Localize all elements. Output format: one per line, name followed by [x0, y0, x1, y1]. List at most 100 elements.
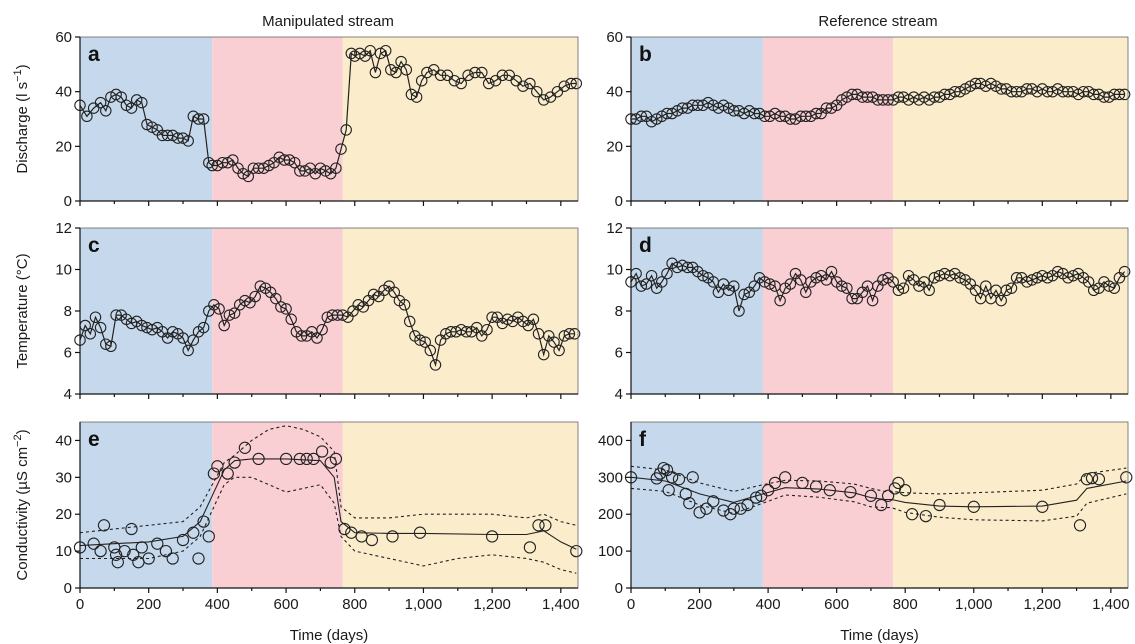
data-point — [1005, 282, 1018, 294]
data-point — [87, 537, 100, 550]
data-point — [481, 323, 493, 336]
data-point — [385, 64, 397, 76]
data-point — [728, 105, 740, 117]
data-point — [125, 522, 138, 536]
data-point — [990, 80, 1002, 92]
data-point — [398, 299, 411, 311]
data-point — [1000, 284, 1013, 297]
data-point — [109, 548, 123, 561]
y-tick-label: 40 — [55, 432, 72, 449]
data-point — [796, 476, 809, 490]
data-point — [666, 107, 678, 120]
y-tick-label: 40 — [606, 84, 623, 101]
data-point — [176, 533, 190, 547]
data-point — [257, 162, 270, 174]
y-tick-label: 0 — [615, 193, 623, 210]
data-point — [995, 294, 1007, 307]
data-point — [523, 541, 537, 554]
data-point — [273, 151, 285, 164]
period-band-during — [762, 228, 894, 394]
data-point — [330, 162, 342, 174]
x-tick-label: 400 — [205, 596, 230, 613]
data-point — [851, 88, 863, 101]
data-point — [657, 461, 670, 475]
data-point — [565, 77, 577, 90]
data-point — [779, 471, 792, 484]
data-point — [81, 110, 93, 123]
data-point — [784, 278, 797, 290]
data-point — [336, 309, 349, 321]
data-point — [307, 452, 320, 466]
y-tick-label: 30 — [55, 469, 72, 486]
period-band-after — [893, 228, 1128, 394]
y-tick-label: 0 — [64, 193, 72, 210]
period-band-before — [80, 422, 213, 588]
data-point — [1113, 88, 1126, 101]
data-point — [784, 113, 797, 125]
data-point — [221, 467, 234, 480]
data-point — [570, 77, 583, 90]
data-point — [166, 552, 179, 565]
y-tick-label: 6 — [615, 345, 623, 362]
data-point — [846, 88, 858, 101]
data-point — [340, 124, 352, 136]
data-point — [692, 99, 704, 112]
data-point — [283, 154, 296, 166]
x-tick-label: 1,200 — [473, 596, 511, 613]
data-point — [135, 541, 148, 554]
x-tick-label: 1,400 — [1092, 596, 1130, 613]
data-point — [933, 498, 946, 512]
data-point — [455, 77, 467, 90]
y-tick-label: 10 — [55, 543, 72, 560]
data-point — [897, 282, 910, 294]
data-point — [823, 484, 836, 497]
data-point — [531, 85, 543, 98]
data-point — [748, 280, 761, 292]
panel-letter: c — [88, 234, 100, 257]
data-point — [87, 102, 100, 114]
data-point — [94, 321, 107, 334]
panel-letter: d — [639, 234, 652, 257]
data-point — [288, 156, 301, 169]
data-point — [421, 66, 433, 79]
data-point — [413, 526, 427, 539]
data-point — [197, 321, 210, 334]
data-point — [197, 113, 210, 125]
data-point — [223, 309, 236, 321]
data-point — [1010, 85, 1023, 98]
data-point — [300, 452, 313, 466]
data-point — [415, 74, 428, 87]
data-point — [964, 80, 977, 92]
y-tick-label: 40 — [55, 84, 72, 101]
data-point — [460, 326, 473, 338]
data-point — [532, 519, 545, 532]
data-point — [485, 530, 499, 543]
x-tick-label: 200 — [136, 596, 161, 613]
y-axis-title-text: Temperature (°C) — [14, 253, 31, 368]
data-point — [166, 129, 179, 142]
data-point — [563, 328, 576, 340]
data-point — [645, 269, 658, 282]
y-tick-label: 4 — [615, 386, 623, 403]
data-point — [94, 544, 107, 558]
data-point — [820, 102, 833, 114]
data-point — [203, 156, 215, 169]
data-point — [810, 107, 822, 120]
data-point — [635, 110, 648, 123]
data-point — [892, 284, 905, 297]
data-point — [354, 47, 366, 60]
y-tick-label: 10 — [606, 262, 623, 279]
y-tick-label: 12 — [55, 220, 72, 237]
period-band-after — [342, 37, 578, 201]
data-point — [94, 96, 107, 109]
data-point — [239, 294, 251, 307]
data-point — [568, 328, 581, 340]
data-point — [825, 265, 838, 278]
data-point — [764, 278, 776, 290]
data-point — [136, 319, 148, 332]
data-point — [758, 276, 771, 288]
data-point — [410, 91, 423, 103]
data-point — [206, 159, 218, 172]
